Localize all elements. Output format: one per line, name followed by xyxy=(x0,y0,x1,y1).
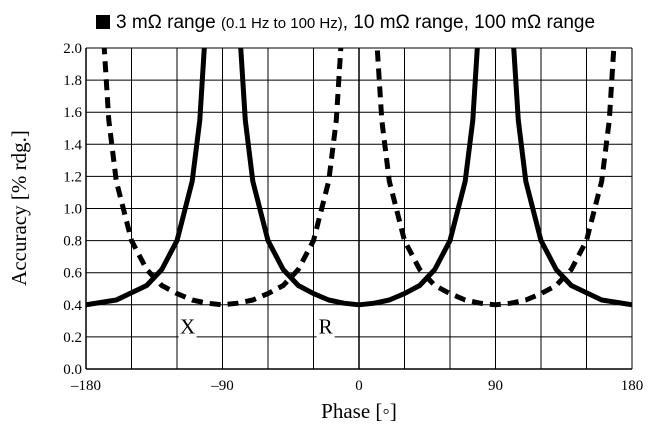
annotation-background xyxy=(316,312,335,339)
y-tick-label: 2.0 xyxy=(63,41,82,57)
x-tick-label: –90 xyxy=(210,378,234,394)
y-tick-label: 0.8 xyxy=(63,234,82,250)
y-tick-label: 0.4 xyxy=(63,298,82,314)
x-tick-label: 0 xyxy=(355,378,363,394)
y-tick-label: 1.6 xyxy=(63,105,82,121)
chart-title-prefix: 3 mΩ range xyxy=(116,12,222,33)
series-line-x xyxy=(101,48,617,308)
y-tick-label: 1.0 xyxy=(63,202,82,218)
chart-title: 3 mΩ range (0.1 Hz to 100 Hz), 10 mΩ ran… xyxy=(96,10,595,36)
tick-labels: 0.0 0.2 0.4 0.6 0.8 1.0 1.2 1.4 1.6 1.8 2.0 –180 –90… xyxy=(63,41,643,394)
axes xyxy=(85,48,632,370)
x-axis-label: Phase [◦] xyxy=(321,399,397,423)
y-tick-label: 0.6 xyxy=(63,266,82,282)
x-tick-label: 180 xyxy=(621,378,644,394)
y-axis-label: Accuracy [% rdg.] xyxy=(7,130,31,286)
y-tick-label: 0.2 xyxy=(63,330,82,346)
annotation-label: R xyxy=(319,315,333,339)
annotation-background xyxy=(178,312,197,339)
chart-title-suffix: , 10 mΩ range, 100 mΩ range xyxy=(342,12,596,33)
chart-title-small: (0.1 Hz to 100 Hz) xyxy=(221,15,343,32)
y-tick-label: 0.0 xyxy=(63,362,82,378)
y-tick-label: 1.8 xyxy=(63,73,82,89)
y-tick-label: 1.4 xyxy=(63,137,82,153)
annotation-label: X xyxy=(180,315,195,339)
annotation-backgrounds xyxy=(178,312,335,339)
legend-square-icon xyxy=(96,15,110,29)
x-tick-label: –180 xyxy=(70,378,101,394)
x-tick-label: 90 xyxy=(488,378,503,394)
y-tick-label: 1.2 xyxy=(63,169,82,185)
